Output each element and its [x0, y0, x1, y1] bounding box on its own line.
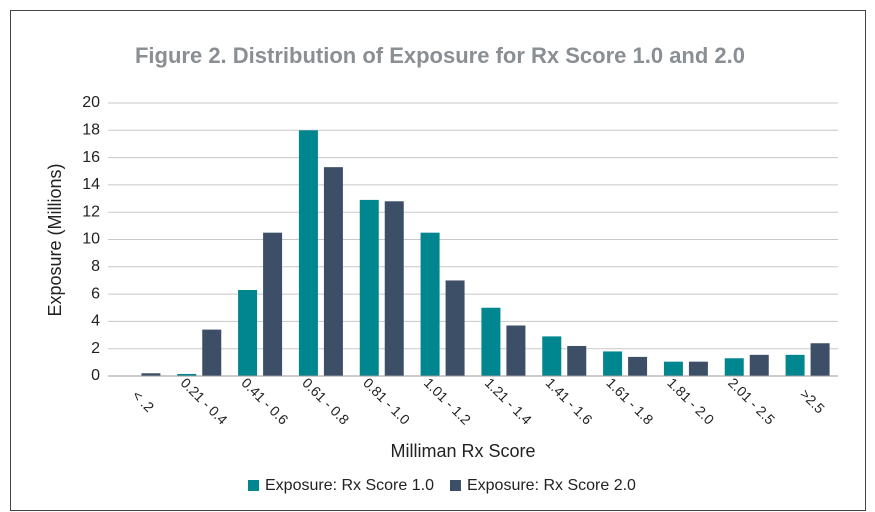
- bar: [238, 290, 258, 376]
- x-tick-label: 1.61 - 1.8: [603, 375, 656, 428]
- x-axis-label: Milliman Rx Score: [390, 441, 535, 461]
- bar: [298, 130, 318, 376]
- x-tick-label: 0.81 - 1.0: [360, 375, 413, 428]
- legend-label: Exposure: Rx Score 1.0: [265, 477, 434, 494]
- chart-title: Figure 2. Distribution of Exposure for R…: [135, 43, 745, 68]
- bar: [323, 167, 343, 376]
- bar: [688, 361, 708, 376]
- x-tick-label: 1.41 - 1.6: [543, 375, 596, 428]
- y-tick-label: 16: [82, 149, 100, 166]
- x-tick-label: 1.21 - 1.4: [482, 375, 535, 428]
- x-tick-label: 2.01 - 2.5: [725, 375, 778, 428]
- bar: [810, 343, 830, 376]
- x-tick-label: < .2: [129, 387, 157, 415]
- frame: [10, 10, 866, 511]
- x-tick-label: 0.61 - 0.8: [299, 375, 352, 428]
- y-tick-label: 4: [91, 313, 100, 330]
- bar: [628, 356, 648, 376]
- x-tick-label: 1.81 - 2.0: [664, 375, 717, 428]
- bar: [263, 232, 283, 376]
- bar: [202, 329, 222, 376]
- x-tick-label: >2.5: [797, 386, 828, 417]
- y-tick-label: 14: [82, 176, 100, 193]
- bar: [420, 232, 440, 376]
- bar: [506, 325, 526, 376]
- y-tick-label: 2: [91, 340, 100, 357]
- bar: [603, 351, 623, 376]
- bar: [384, 201, 404, 376]
- bar: [567, 345, 587, 376]
- bar: [141, 373, 161, 376]
- y-tick-label: 10: [82, 231, 100, 248]
- y-tick-label: 8: [91, 258, 100, 275]
- legend-label: Exposure: Rx Score 2.0: [467, 477, 636, 494]
- y-tick-label: 0: [91, 367, 100, 384]
- bar: [542, 336, 562, 376]
- legend-swatch: [449, 480, 461, 491]
- x-tick-label: 0.41 - 0.6: [238, 375, 291, 428]
- y-tick-label: 20: [82, 94, 100, 111]
- bar: [724, 358, 744, 376]
- bar: [481, 307, 501, 376]
- legend-swatch: [248, 480, 259, 491]
- y-tick-label: 12: [82, 203, 100, 220]
- bar: [785, 354, 805, 376]
- bar: [359, 199, 379, 376]
- bar: [177, 373, 197, 376]
- bar: [663, 361, 683, 376]
- y-tick-label: 18: [82, 122, 100, 139]
- bar: [749, 354, 769, 376]
- x-tick-label: 1.01 - 1.2: [421, 375, 474, 428]
- x-tick-label: 0.21 - 0.4: [178, 375, 231, 428]
- y-tick-label: 6: [91, 285, 100, 302]
- y-axis-label: Exposure (Millions): [45, 163, 65, 316]
- bar: [445, 280, 465, 376]
